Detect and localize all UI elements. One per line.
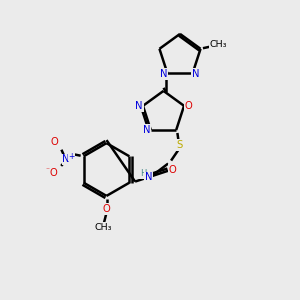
- Text: +: +: [68, 152, 75, 161]
- Text: S: S: [176, 140, 182, 150]
- Text: N: N: [160, 69, 167, 79]
- Text: O: O: [103, 204, 110, 214]
- Text: O: O: [50, 137, 58, 147]
- Text: CH₃: CH₃: [94, 223, 112, 232]
- Text: N: N: [145, 172, 152, 182]
- Text: H: H: [140, 169, 146, 178]
- Text: N: N: [135, 101, 143, 111]
- Text: O: O: [168, 165, 176, 175]
- Text: O: O: [184, 101, 192, 111]
- Text: N: N: [143, 125, 151, 135]
- Text: N: N: [62, 154, 70, 164]
- Text: ⁻: ⁻: [45, 165, 49, 174]
- Text: N: N: [192, 69, 200, 79]
- Text: O: O: [50, 168, 57, 178]
- Text: CH₃: CH₃: [210, 40, 227, 49]
